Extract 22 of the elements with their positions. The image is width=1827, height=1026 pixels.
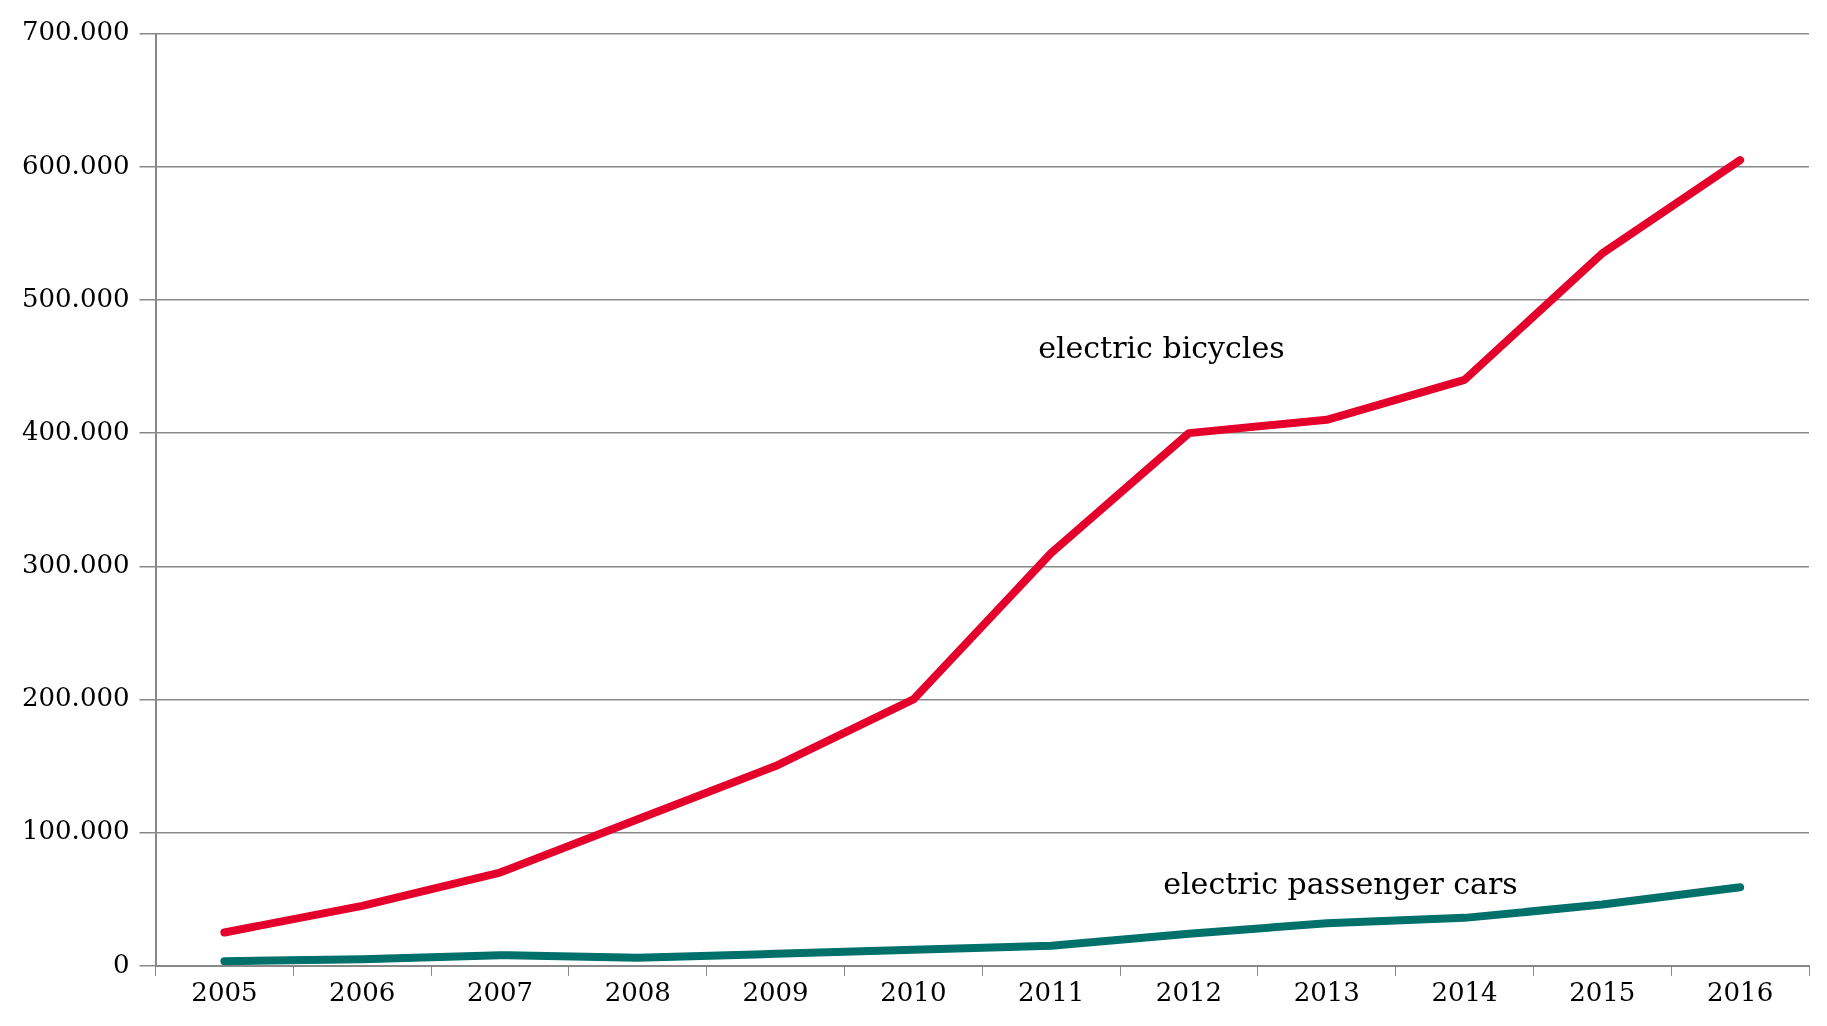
- y-tick-label: 400.000: [21, 415, 130, 446]
- y-tick-label: 600.000: [21, 149, 130, 180]
- y-tick-label: 300.000: [21, 549, 130, 580]
- x-tick-label: 2008: [604, 977, 671, 1008]
- x-tick-label: 2014: [1431, 977, 1498, 1008]
- x-tick-label: 2005: [191, 977, 258, 1008]
- x-tick-label: 2011: [1018, 977, 1085, 1008]
- y-tick-label: 100.000: [21, 815, 130, 846]
- y-tick-label: 0: [112, 948, 130, 979]
- x-tick-label: 2006: [329, 977, 396, 1008]
- x-tick-label: 2016: [1707, 977, 1774, 1008]
- y-tick-label: 500.000: [21, 282, 130, 313]
- y-tick-label: 700.000: [21, 16, 130, 47]
- x-tick-label: 2015: [1569, 977, 1636, 1008]
- x-tick-label: 2012: [1155, 977, 1223, 1008]
- series-label: electric passenger cars: [1163, 865, 1518, 901]
- x-tick-label: 2009: [742, 977, 809, 1008]
- x-tick-label: 2010: [880, 977, 947, 1008]
- x-tick-label: 2007: [466, 977, 534, 1008]
- x-tick-label: 2013: [1293, 977, 1360, 1008]
- y-tick-label: 200.000: [21, 682, 130, 713]
- series-label: electric bicycles: [1038, 329, 1285, 365]
